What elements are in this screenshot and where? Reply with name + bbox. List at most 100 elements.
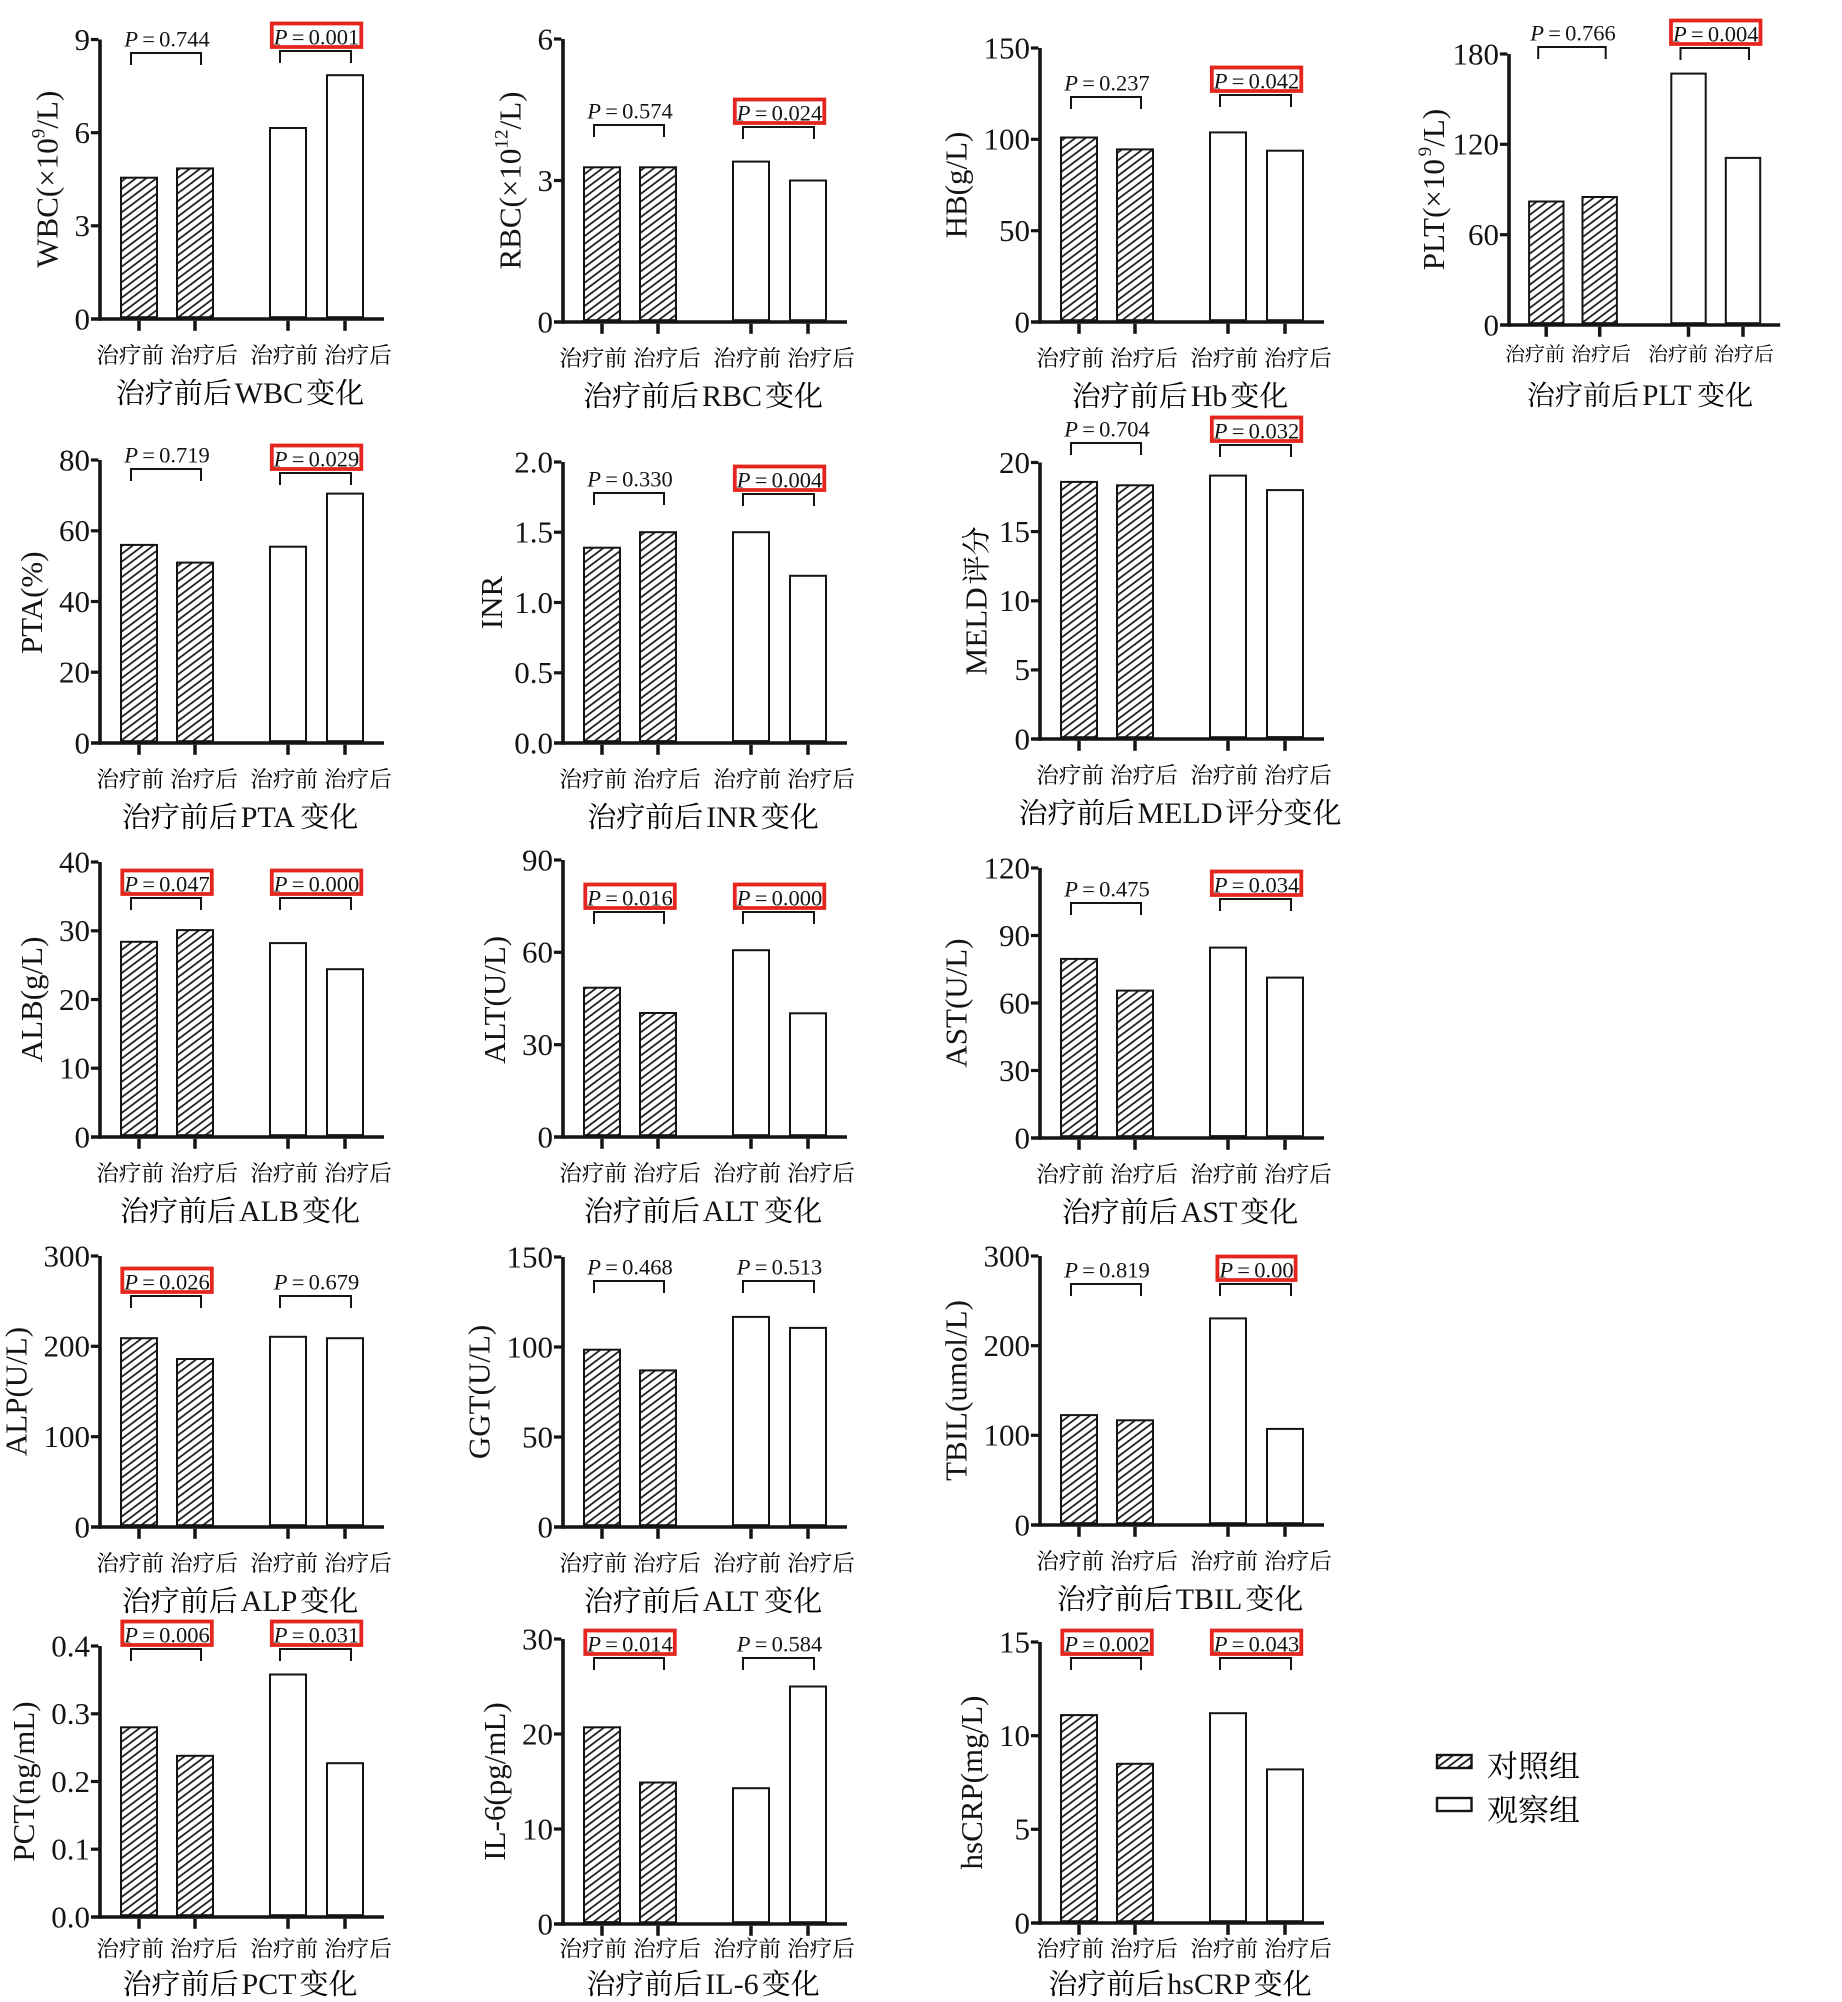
svg-text:10: 10 — [59, 1051, 90, 1086]
svg-text:WBC: WBC — [235, 377, 303, 410]
svg-text:RBC: RBC — [702, 380, 762, 413]
svg-text:/L): /L) — [30, 91, 65, 129]
svg-text:RBC(×10: RBC(×10 — [493, 149, 528, 270]
svg-text:=: = — [605, 1255, 618, 1280]
svg-text:=: = — [755, 468, 768, 493]
svg-text:P: P — [586, 99, 601, 124]
svg-text:=: = — [1082, 877, 1095, 902]
svg-text:90: 90 — [522, 842, 553, 877]
svg-text:=: = — [605, 99, 618, 124]
svg-text:MELD: MELD — [959, 587, 994, 675]
svg-text:6: 6 — [538, 21, 554, 56]
svg-text:P: P — [273, 1623, 288, 1648]
svg-text:0.1: 0.1 — [51, 1832, 90, 1867]
svg-text:ALP: ALP — [241, 1585, 298, 1618]
svg-text:P: P — [736, 886, 751, 911]
svg-text:ALT(U/L): ALT(U/L) — [477, 936, 512, 1064]
svg-text:=: = — [1082, 1632, 1095, 1657]
svg-text:P: P — [1213, 1632, 1228, 1657]
svg-text:INR: INR — [474, 575, 509, 629]
svg-text:=: = — [755, 1632, 768, 1657]
svg-text:P: P — [1213, 419, 1228, 444]
svg-text:P: P — [586, 1255, 601, 1280]
svg-text:10: 10 — [999, 1718, 1030, 1753]
svg-text:IL-6: IL-6 — [705, 1968, 758, 1997]
svg-text:=: = — [142, 1270, 155, 1295]
svg-text:HB(g/L): HB(g/L) — [939, 132, 974, 239]
svg-text:hsCRP: hsCRP — [1167, 1968, 1250, 1997]
svg-text:0.719: 0.719 — [159, 443, 210, 468]
svg-text:0.704: 0.704 — [1099, 417, 1150, 442]
svg-text:=: = — [1237, 1258, 1250, 1283]
svg-text:20: 20 — [999, 445, 1030, 480]
svg-text:=: = — [292, 872, 305, 897]
svg-text:0: 0 — [1015, 304, 1031, 339]
svg-text:AST: AST — [1181, 1196, 1238, 1229]
svg-text:10: 10 — [522, 1811, 553, 1846]
svg-text:=: = — [1232, 419, 1245, 444]
svg-text:0.475: 0.475 — [1099, 877, 1150, 902]
svg-text:180: 180 — [1453, 36, 1500, 71]
svg-text:0: 0 — [75, 725, 91, 760]
svg-text:15: 15 — [999, 1624, 1030, 1659]
svg-text:0: 0 — [1484, 307, 1500, 342]
svg-text:100: 100 — [44, 1419, 91, 1454]
svg-text:0.744: 0.744 — [159, 27, 210, 52]
svg-text:P: P — [736, 468, 751, 493]
svg-text:AST(U/L): AST(U/L) — [939, 938, 974, 1067]
svg-text:100: 100 — [984, 122, 1031, 157]
svg-text:0.468: 0.468 — [622, 1255, 673, 1280]
svg-text:P: P — [586, 467, 601, 492]
svg-text:0.574: 0.574 — [622, 99, 673, 124]
svg-text:P: P — [1063, 71, 1078, 96]
svg-text:0: 0 — [1015, 1120, 1031, 1155]
svg-text:30: 30 — [999, 1053, 1030, 1088]
svg-text:1.0: 1.0 — [514, 585, 553, 620]
svg-text:60: 60 — [522, 935, 553, 970]
svg-text:TBIL: TBIL — [1176, 1583, 1243, 1616]
svg-text:0: 0 — [538, 1119, 554, 1154]
svg-text:200: 200 — [984, 1328, 1031, 1363]
svg-text:=: = — [755, 101, 768, 126]
svg-text:=: = — [1691, 22, 1704, 47]
svg-text:P: P — [1063, 1258, 1078, 1283]
svg-text:P: P — [1063, 1632, 1078, 1657]
svg-text:50: 50 — [522, 1419, 553, 1454]
svg-text:=: = — [605, 467, 618, 492]
svg-text:30: 30 — [522, 1621, 553, 1656]
svg-text:=: = — [142, 1623, 155, 1648]
svg-text:0: 0 — [538, 1906, 554, 1941]
svg-text:150: 150 — [507, 1239, 554, 1274]
svg-text:ALB(g/L): ALB(g/L) — [14, 937, 49, 1063]
svg-text:0: 0 — [538, 304, 554, 339]
svg-text:9: 9 — [1415, 147, 1436, 157]
svg-text:=: = — [142, 872, 155, 897]
svg-text:P: P — [123, 443, 138, 468]
svg-text:=: = — [292, 1270, 305, 1295]
svg-text:0.584: 0.584 — [772, 1632, 823, 1657]
svg-text:P: P — [736, 1255, 751, 1280]
svg-text:PLT: PLT — [1642, 380, 1691, 412]
svg-text:ALP(U/L): ALP(U/L) — [0, 1327, 34, 1456]
svg-text:200: 200 — [44, 1329, 91, 1364]
svg-text:P: P — [123, 1623, 138, 1648]
svg-text:0: 0 — [538, 1509, 554, 1544]
svg-text:20: 20 — [59, 982, 90, 1017]
svg-text:300: 300 — [984, 1238, 1031, 1273]
svg-text:0.766: 0.766 — [1565, 21, 1616, 46]
svg-text:=: = — [292, 1623, 305, 1648]
svg-text:=: = — [1232, 873, 1245, 898]
svg-text:60: 60 — [999, 985, 1030, 1020]
svg-text:0: 0 — [1015, 721, 1031, 756]
svg-text:P: P — [273, 1270, 288, 1295]
svg-text:MELD: MELD — [1138, 797, 1223, 830]
svg-text:P: P — [123, 872, 138, 897]
svg-text:P: P — [1063, 417, 1078, 442]
svg-text:20: 20 — [522, 1716, 553, 1751]
svg-text:60: 60 — [1468, 217, 1499, 252]
svg-text:=: = — [605, 1632, 618, 1657]
svg-text:P: P — [1063, 877, 1078, 902]
svg-text:P: P — [1672, 22, 1687, 47]
svg-text:PCT: PCT — [242, 1968, 297, 1997]
svg-text:10: 10 — [999, 583, 1030, 618]
